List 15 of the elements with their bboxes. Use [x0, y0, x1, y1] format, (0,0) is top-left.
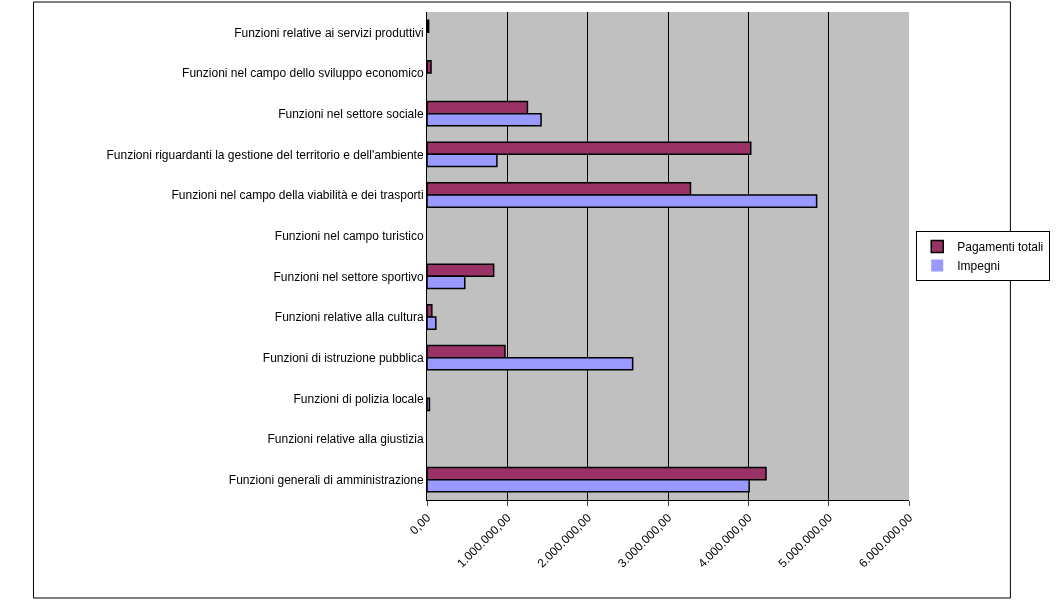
- y-tick-label: Funzioni relative alla giustizia: [267, 432, 424, 447]
- y-tick-label: Funzioni riguardanti la gestione del territorio e dell'ambiente: [106, 147, 424, 162]
- y-tick-label: Funzioni relative ai servizi produttivi: [234, 25, 424, 40]
- y-tick-label: Funzioni relative alla cultura: [274, 310, 424, 325]
- legend-label: Impegni: [957, 259, 1000, 274]
- y-tick-label: Funzioni nel campo della viabilità e dei trasporti: [171, 188, 424, 203]
- y-tick-label: Funzioni nel settore sportivo: [273, 269, 424, 284]
- y-tick-label: Funzioni di istruzione pubblica: [262, 350, 424, 365]
- y-tick-label: Funzioni generali di amministrazione: [228, 472, 424, 487]
- y-tick-label: Funzioni nel campo turistico: [274, 228, 424, 243]
- y-tick-label: Funzioni nel settore sociale: [278, 106, 424, 121]
- y-tick-label: Funzioni nel campo dello sviluppo economico: [182, 66, 424, 81]
- legend-label: Pagamenti totali: [957, 240, 1044, 255]
- y-tick-label: Funzioni di polizia locale: [293, 391, 424, 406]
- x-tick-label: 0,00: [406, 510, 434, 538]
